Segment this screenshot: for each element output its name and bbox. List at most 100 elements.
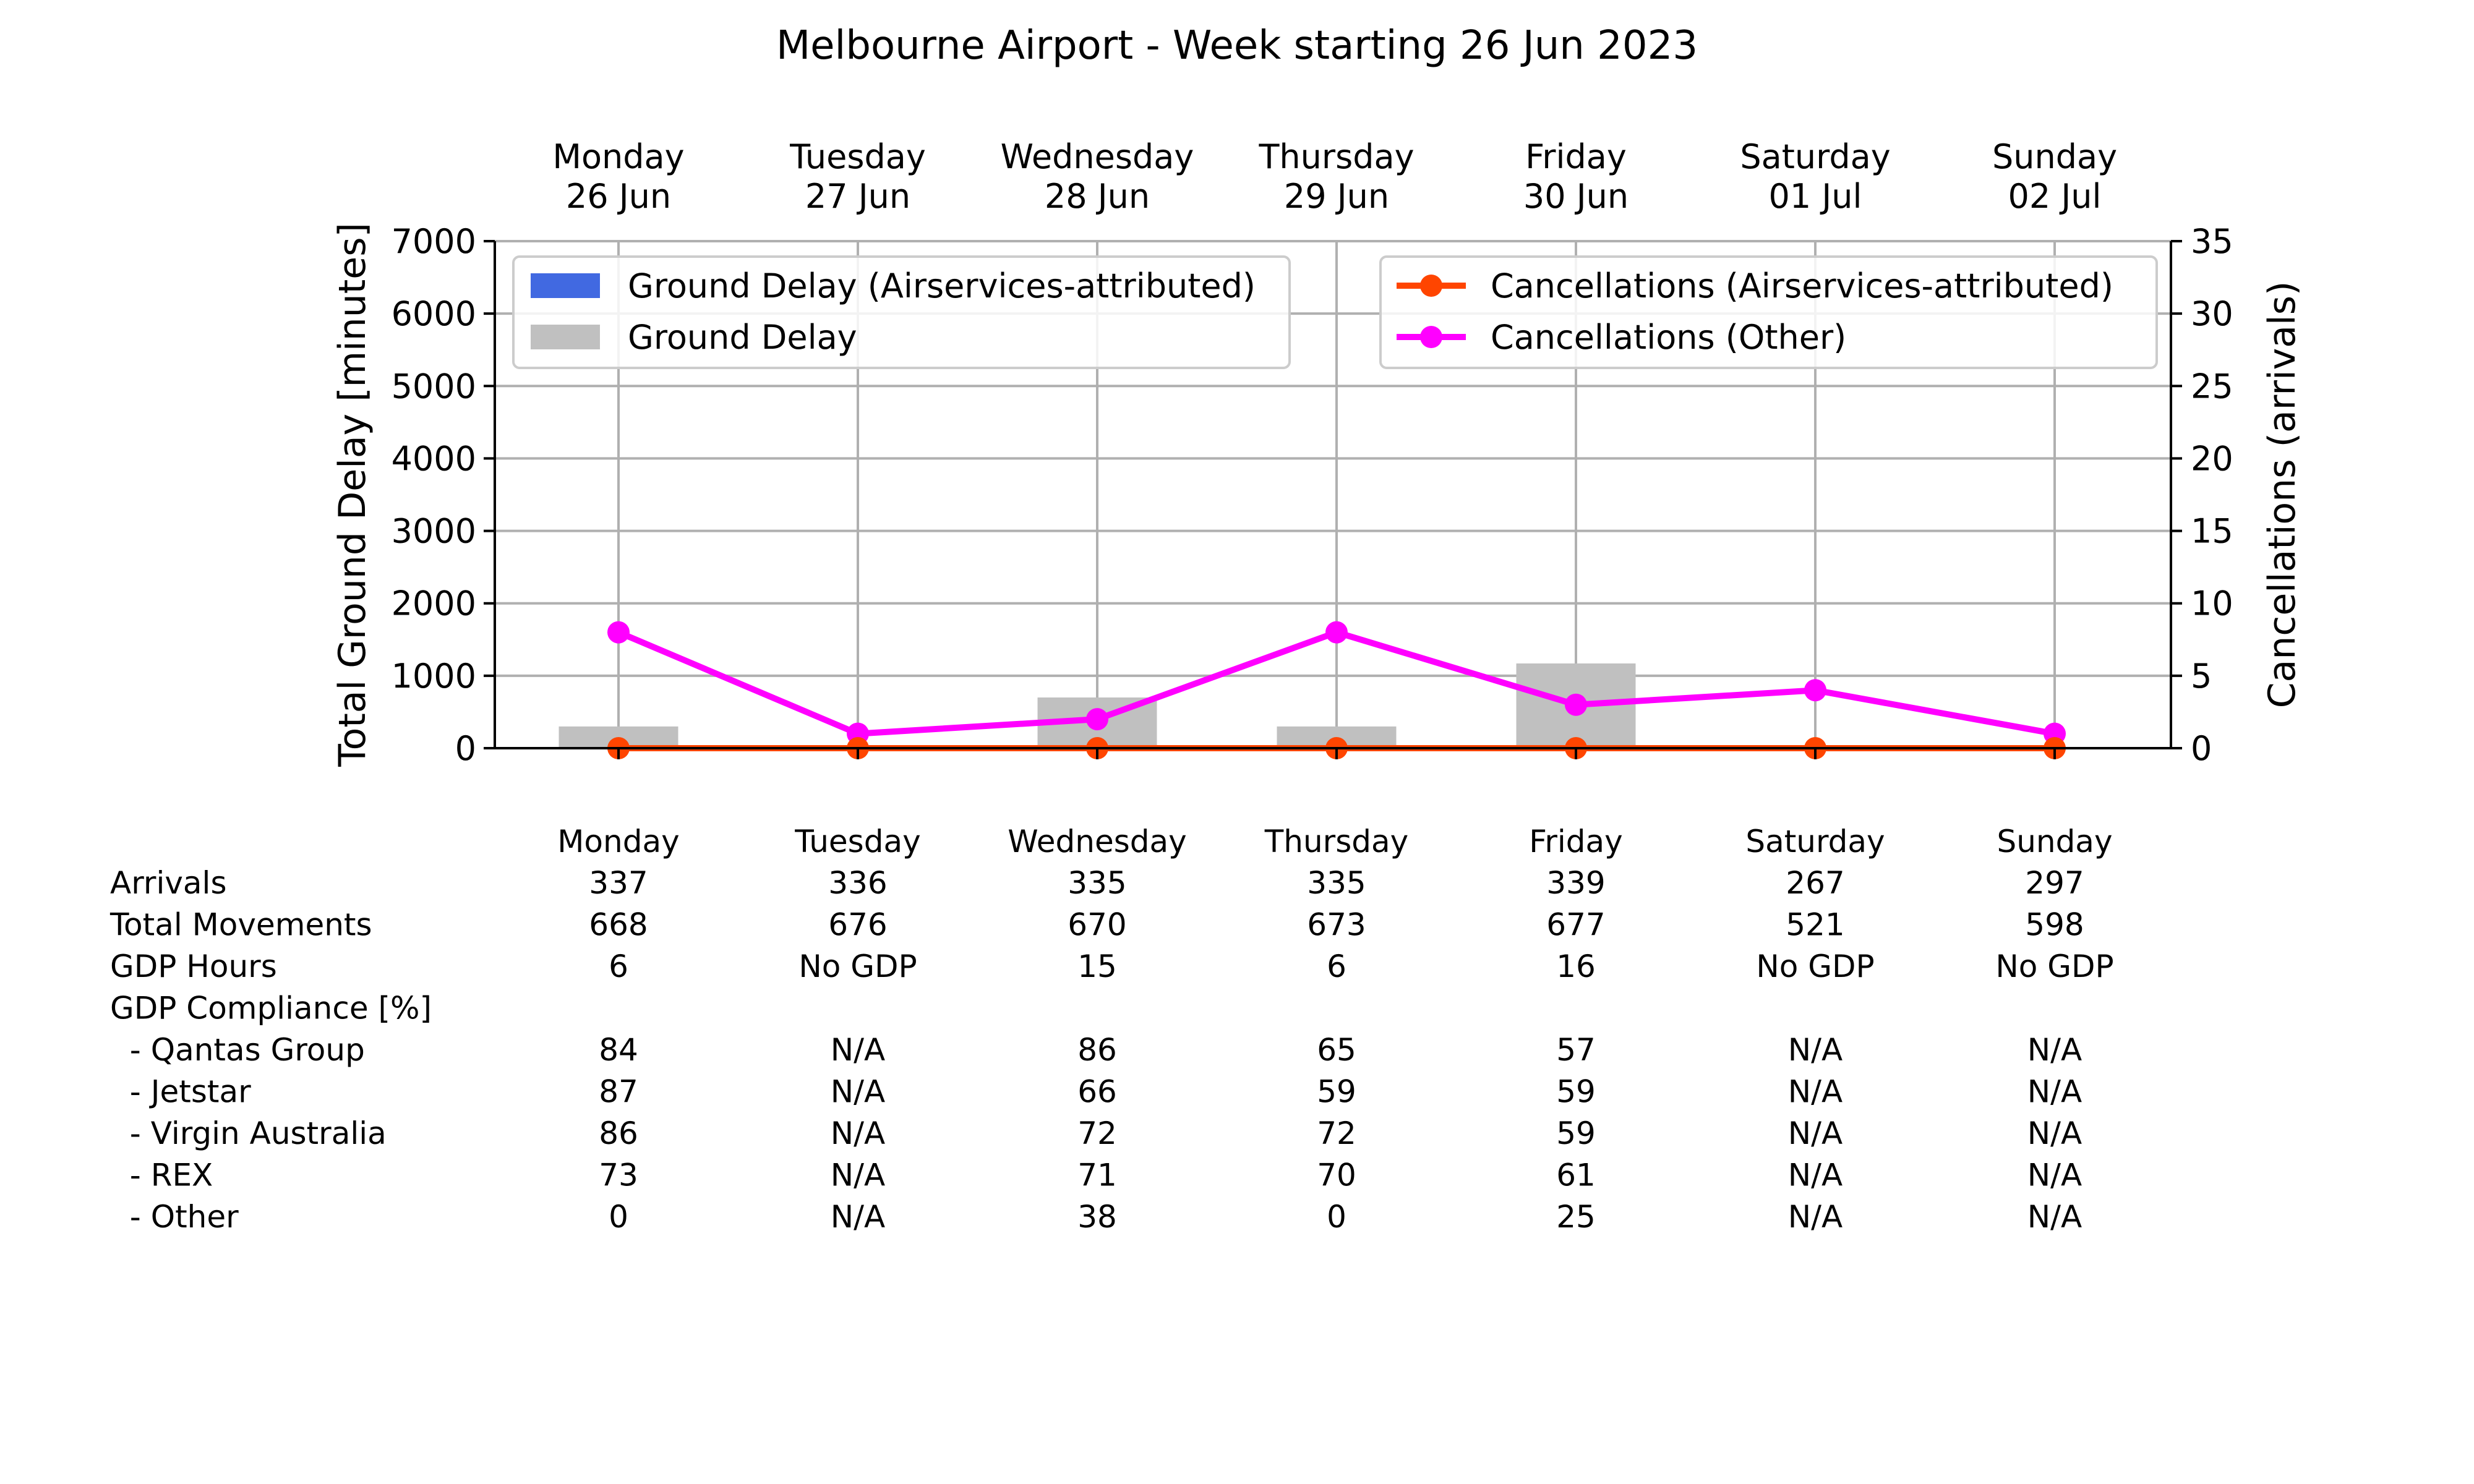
table-cell: 71: [1077, 1158, 1117, 1193]
table-cell: 336: [828, 865, 887, 901]
chart-title: Melbourne Airport - Week starting 26 Jun…: [776, 23, 1698, 69]
y-tick-label-right: 15: [2191, 512, 2233, 551]
table-cell: N/A: [1788, 1074, 1843, 1110]
table-cell: 86: [599, 1115, 638, 1151]
legend-box-left: [512, 255, 1291, 369]
axes: 0 1000 2000 3000 4000 5000 6000 7000 0 5 10 15 20 25 3…: [392, 137, 2233, 768]
table-cell: N/A: [1788, 1032, 1843, 1068]
x-tick-label-date: 29 Jun: [1284, 177, 1389, 216]
legend-label: Ground Delay: [628, 318, 857, 357]
y-axis-left-label: Total Ground Delay [minutes]: [331, 223, 374, 767]
table-header-cell: Saturday: [1745, 824, 1885, 859]
table-cell: No GDP: [798, 949, 917, 984]
x-tick-label-day: Wednesday: [1001, 137, 1194, 176]
y-tick-label-left: 1000: [392, 657, 476, 696]
table-cell: 73: [599, 1158, 638, 1193]
table-cell: 337: [589, 865, 648, 901]
table-cell: 57: [1556, 1032, 1596, 1068]
table-header-cell: Monday: [557, 824, 679, 859]
y-tick-label-left: 0: [455, 729, 476, 768]
table-cell: N/A: [2027, 1074, 2082, 1110]
table-row-label: Total Movements: [109, 907, 372, 943]
legend-swatch: [531, 325, 600, 349]
x-tick-label-date: 01 Jul: [1768, 177, 1862, 216]
y-tick-label-right: 0: [2191, 729, 2212, 768]
table-cell: N/A: [2027, 1158, 2082, 1193]
table-cell: 673: [1307, 907, 1366, 943]
y-axis-right-label: Cancellations (arrivals): [2261, 281, 2304, 709]
table-row-label: - Other: [110, 1199, 239, 1235]
table-cell: N/A: [2027, 1032, 2082, 1068]
x-tick-label-date: 26 Jun: [566, 177, 671, 216]
x-tick-label-day: Thursday: [1258, 137, 1414, 176]
table-cell: N/A: [831, 1199, 885, 1235]
legend-marker: [1420, 326, 1442, 348]
legends: Ground Delay (Airservices-attributed) Gro…: [512, 255, 2158, 369]
table-cell: 65: [1317, 1032, 1356, 1068]
y-tick-label-right: 25: [2191, 367, 2233, 406]
table-cell: 598: [2025, 907, 2084, 943]
table-cell: No GDP: [1995, 949, 2113, 984]
table-cell: 59: [1556, 1074, 1596, 1110]
table-header-cell: Tuesday: [794, 824, 920, 859]
data-point: [1804, 679, 1826, 702]
table-cell: N/A: [1788, 1199, 1843, 1235]
table-cell: 25: [1556, 1199, 1596, 1235]
x-tick-label-day: Monday: [552, 137, 684, 176]
table-cell: 16: [1556, 949, 1596, 984]
table-cell: 61: [1556, 1158, 1596, 1193]
table-cell: 335: [1307, 865, 1366, 901]
legend-label: Ground Delay (Airservices-attributed): [628, 267, 1256, 305]
table-row-label: GDP Hours: [110, 949, 277, 984]
table-cell: 677: [1546, 907, 1605, 943]
x-tick-label-day: Saturday: [1740, 137, 1890, 176]
table-cell: 335: [1068, 865, 1126, 901]
table-cell: N/A: [831, 1158, 885, 1193]
y-tick-label-right: 20: [2191, 439, 2233, 478]
table-cell: N/A: [1788, 1158, 1843, 1193]
table-cell: 339: [1546, 865, 1605, 901]
y-tick-label-right: 10: [2191, 584, 2233, 623]
table-row-label: - Virgin Australia: [110, 1115, 387, 1151]
table-row-label: Arrivals: [110, 865, 227, 901]
table-cell: N/A: [2027, 1199, 2082, 1235]
table-cell: 72: [1317, 1115, 1356, 1151]
table-cell: 297: [2025, 865, 2084, 901]
y-tick-label-left: 3000: [392, 512, 476, 551]
x-tick-label-day: Sunday: [1992, 137, 2117, 176]
y-tick-label-left: 5000: [392, 367, 476, 406]
table-header-cell: Sunday: [1997, 824, 2112, 859]
table-cell: 6: [609, 949, 628, 984]
legend-marker: [1420, 275, 1442, 297]
table-row-label: - Qantas Group: [110, 1032, 365, 1068]
y-tick-label-right: 30: [2191, 294, 2233, 333]
table-header-cell: Thursday: [1264, 824, 1409, 859]
table-cell: 66: [1077, 1074, 1117, 1110]
y-tick-label-left: 6000: [392, 294, 476, 333]
legend-box-right: [1379, 255, 2158, 369]
y-tick-label-left: 2000: [392, 584, 476, 623]
table-cell: 6: [1327, 949, 1346, 984]
table-row-label: - Jetstar: [110, 1074, 251, 1110]
table-cell: 0: [609, 1199, 628, 1235]
y-tick-label-right: 5: [2191, 657, 2212, 696]
data-point: [607, 621, 630, 644]
stats-table: Monday Tuesday Wednesday Thursday Friday Satu…: [109, 824, 2114, 1235]
table-header-cell: Friday: [1529, 824, 1623, 859]
table-row-label: GDP Compliance [%]: [110, 991, 432, 1026]
legend-label: Cancellations (Airservices-attributed): [1491, 267, 2113, 305]
table-cell: 86: [1077, 1032, 1117, 1068]
table-cell: 38: [1077, 1199, 1117, 1235]
table-cell: 84: [599, 1032, 638, 1068]
table-cell: 670: [1068, 907, 1126, 943]
table-cell: N/A: [2027, 1115, 2082, 1151]
data-point: [1565, 693, 1587, 716]
table-cell: 0: [1327, 1199, 1346, 1235]
table-cell: 267: [1786, 865, 1844, 901]
table-cell: 70: [1317, 1158, 1356, 1193]
data-point: [1325, 621, 1348, 644]
x-tick-label-date: 28 Jun: [1045, 177, 1150, 216]
table-cell: 676: [828, 907, 887, 943]
x-tick-label-date: 30 Jun: [1523, 177, 1629, 216]
